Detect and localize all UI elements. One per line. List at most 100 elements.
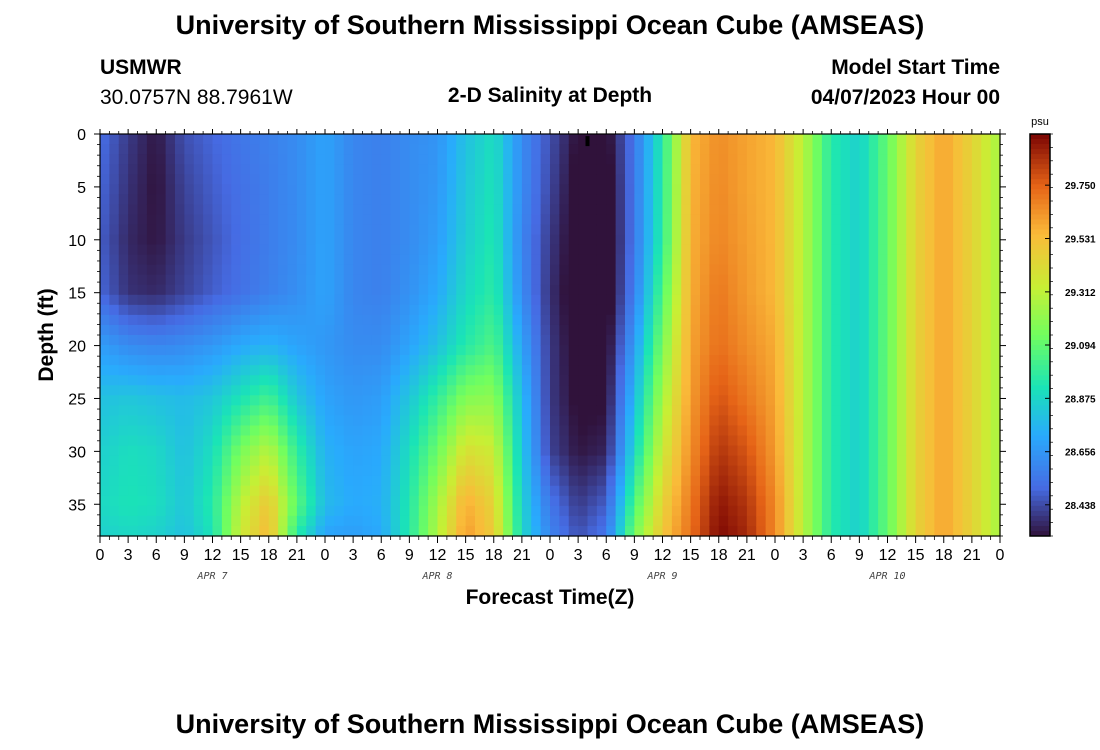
heatmap-cell	[118, 214, 129, 226]
heatmap-cell	[531, 355, 542, 366]
heatmap-cell	[971, 164, 982, 175]
heatmap-cell	[587, 304, 598, 316]
heatmap-cell	[193, 304, 204, 316]
colorbar-swatch	[1030, 174, 1050, 180]
colorbar-swatch	[1030, 375, 1050, 381]
heatmap-cell	[690, 485, 701, 497]
heatmap-cell	[887, 224, 898, 236]
heatmap-cell	[203, 435, 214, 447]
heatmap-cell	[231, 274, 242, 286]
heatmap-cell	[371, 335, 382, 346]
heatmap-cell	[765, 134, 776, 145]
heatmap-cell	[596, 405, 607, 416]
heatmap-cell	[409, 365, 420, 376]
heatmap-cell	[325, 375, 335, 386]
heatmap-cell	[550, 174, 560, 185]
heatmap-cell	[962, 214, 973, 226]
heatmap-cell	[615, 194, 626, 205]
heatmap-cell	[971, 264, 982, 276]
heatmap-cell	[165, 435, 176, 447]
heatmap-cell	[821, 525, 832, 537]
heatmap-cell	[587, 224, 598, 236]
heatmap-cell	[831, 234, 842, 246]
heatmap-cell	[821, 134, 832, 145]
heatmap-cell	[465, 345, 476, 356]
heatmap-cell	[362, 435, 373, 447]
heatmap-cell	[250, 314, 260, 326]
heatmap-cell	[906, 224, 917, 236]
heatmap-cell	[278, 214, 289, 226]
colorbar-swatch	[1030, 329, 1050, 336]
heatmap-cell	[390, 134, 401, 145]
heatmap-cell	[868, 495, 879, 507]
heatmap-cell	[325, 395, 335, 406]
heatmap-cell	[156, 475, 167, 487]
heatmap-cell	[343, 174, 354, 185]
heatmap-cell	[484, 485, 495, 497]
heatmap-cell	[231, 395, 242, 406]
heatmap-cell	[184, 475, 195, 487]
heatmap-cell	[596, 425, 607, 437]
heatmap-cell	[540, 355, 551, 366]
heatmap-cell	[493, 314, 504, 326]
heatmap-cell	[475, 465, 485, 477]
heatmap-cell	[634, 304, 645, 316]
heatmap-cell	[484, 405, 495, 416]
heatmap-cell	[728, 365, 739, 376]
heatmap-cell	[221, 204, 232, 215]
heatmap-cell	[400, 154, 410, 165]
heatmap-cell	[334, 134, 345, 145]
heatmap-cell	[193, 335, 204, 346]
heatmap-cell	[906, 395, 917, 406]
heatmap-cell	[728, 335, 739, 346]
heatmap-cell	[343, 304, 354, 316]
heatmap-cell	[906, 284, 917, 296]
heatmap-cell	[850, 284, 860, 296]
heatmap-cell	[915, 415, 926, 427]
heatmap-cell	[203, 184, 214, 195]
heatmap-cell	[296, 475, 307, 487]
heatmap-cell	[962, 465, 973, 477]
heatmap-cell	[418, 395, 429, 406]
heatmap-cell	[503, 405, 514, 416]
heatmap-cell	[934, 455, 945, 467]
heatmap-cell	[240, 224, 251, 236]
heatmap-cell	[925, 465, 935, 477]
heatmap-cell	[906, 415, 917, 427]
heatmap-cell	[362, 174, 373, 185]
heatmap-cell	[146, 324, 157, 336]
heatmap-cell	[146, 184, 157, 195]
heatmap-cell	[878, 465, 889, 477]
heatmap-cell	[456, 445, 467, 457]
heatmap-cell	[709, 365, 720, 376]
heatmap-cell	[812, 415, 823, 427]
heatmap-cell	[381, 294, 392, 306]
heatmap-cell	[315, 244, 326, 256]
heatmap-cell	[615, 415, 626, 427]
heatmap-cell	[728, 154, 739, 165]
heatmap-cell	[934, 465, 945, 477]
heatmap-cell	[634, 324, 645, 336]
heatmap-cell	[287, 525, 298, 537]
heatmap-cell	[287, 505, 298, 517]
heatmap-cell	[156, 244, 167, 256]
heatmap-cell	[512, 505, 523, 517]
heatmap-cell	[681, 415, 692, 427]
heatmap-cell	[850, 164, 860, 175]
heatmap-cell	[690, 314, 701, 326]
heatmap-cell	[334, 385, 345, 396]
heatmap-cell	[981, 304, 992, 316]
heatmap-cell	[878, 355, 889, 366]
colorbar-tick-label: 29.750	[1065, 181, 1096, 192]
heatmap-cell	[400, 244, 410, 256]
date-label: APR 7	[196, 571, 227, 582]
heatmap-cell	[962, 254, 973, 266]
heatmap-cell	[634, 345, 645, 356]
heatmap-cell	[840, 435, 851, 447]
heatmap-cell	[259, 144, 270, 155]
heatmap-cell	[175, 435, 185, 447]
heatmap-cell	[287, 455, 298, 467]
heatmap-cell	[915, 194, 926, 205]
heatmap-cell	[700, 445, 710, 457]
heatmap-cell	[353, 465, 364, 477]
